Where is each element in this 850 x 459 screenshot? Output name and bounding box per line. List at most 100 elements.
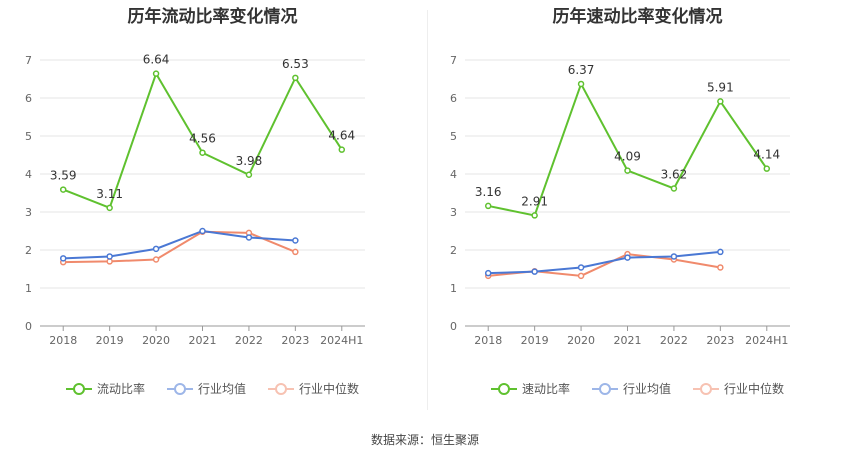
data-label: 6.37	[568, 63, 595, 77]
legend-label: 速动比率	[521, 382, 570, 396]
data-point	[152, 245, 160, 253]
data-label: 4.09	[614, 150, 641, 164]
data-label: 3.62	[661, 167, 688, 181]
x-tick-label: 2020	[142, 334, 170, 347]
y-tick-label: 4	[25, 168, 32, 181]
legend-item[interactable]: 流动比率	[65, 380, 145, 397]
x-tick-label: 2021	[189, 334, 217, 347]
x-tick-label: 2022	[235, 334, 263, 347]
series-line	[63, 230, 296, 264]
data-point	[484, 269, 492, 277]
data-label: 3.98	[236, 154, 263, 168]
data-point	[670, 185, 678, 192]
data-point	[717, 264, 724, 271]
data-point	[245, 234, 253, 241]
data-point	[245, 171, 253, 179]
data-label: 4.56	[189, 132, 216, 146]
data-label: 6.64	[143, 53, 170, 67]
legend-marker-icon	[166, 382, 193, 395]
y-tick-label: 7	[450, 54, 457, 67]
data-point	[292, 237, 299, 244]
data-point	[763, 165, 771, 172]
x-tick-label: 2023	[281, 334, 309, 347]
x-tick-label: 2021	[614, 334, 642, 347]
data-point	[577, 80, 585, 88]
series-line	[488, 250, 721, 275]
data-point	[199, 149, 206, 156]
panel-divider	[427, 10, 428, 410]
legend-label: 流动比率	[96, 382, 145, 396]
y-tick-label: 3	[25, 206, 32, 219]
y-tick-label: 4	[450, 168, 457, 181]
y-tick-label: 0	[25, 320, 32, 333]
data-point	[106, 204, 113, 212]
data-point	[59, 255, 67, 262]
y-tick-label: 1	[25, 282, 32, 295]
data-point	[717, 98, 724, 105]
y-tick-label: 3	[450, 206, 457, 219]
data-point	[292, 74, 299, 82]
chart-legend: 速动比率 行业均值 行业中位数	[425, 380, 850, 397]
legend-label: 行业中位数	[299, 382, 360, 396]
x-tick-label: 2024H1	[320, 334, 363, 347]
data-point	[152, 70, 160, 77]
data-point	[577, 264, 585, 271]
chart-legend: 流动比率 行业均值 行业中位数	[0, 380, 425, 397]
legend-label: 行业均值	[197, 382, 246, 396]
x-tick-label: 2020	[567, 334, 595, 347]
line-chart-current-ratio: 0 1 2 3 4 5 6 7 2018 2019 2020 2021 2022 2023 2024H1 3.…	[25, 53, 365, 347]
y-tick-label: 2	[450, 244, 457, 257]
x-tick-label: 2018	[474, 334, 502, 347]
legend-item[interactable]: 行业均值	[166, 380, 246, 397]
x-tick-label: 2019	[96, 334, 124, 347]
data-label: 6.53	[282, 57, 309, 71]
data-point	[484, 202, 492, 210]
data-label: 3.11	[96, 187, 123, 201]
x-tick-label: 2019	[521, 334, 549, 347]
legend-item[interactable]: 行业中位数	[268, 380, 359, 397]
legend-marker-icon	[693, 382, 719, 395]
y-tick-label: 5	[25, 130, 32, 143]
y-tick-label: 1	[450, 282, 457, 295]
legend-item[interactable]: 行业均值	[591, 380, 671, 397]
legend-item[interactable]: 速动比率	[490, 380, 570, 397]
data-point	[624, 167, 631, 174]
y-tick-label: 6	[25, 92, 32, 105]
chart-panel-quick-ratio: 历年速动比率变化情况 0 1 2 3 4 5 6 7 2018 2019 2020 2021 2022 2…	[425, 0, 850, 420]
y-tick-label: 5	[450, 130, 457, 143]
legend-marker-icon	[268, 382, 294, 395]
data-point	[531, 212, 538, 219]
data-point	[577, 272, 585, 280]
chart-title: 历年速动比率变化情况	[552, 7, 723, 27]
legend-marker-icon	[591, 382, 618, 395]
x-tick-label: 2023	[706, 334, 734, 347]
y-tick-label: 7	[25, 54, 32, 67]
data-point	[624, 254, 631, 261]
data-label: 4.64	[328, 129, 355, 143]
series-line	[63, 229, 296, 260]
data-point	[59, 186, 67, 193]
data-point	[199, 227, 206, 235]
line-chart-quick-ratio: 0 1 2 3 4 5 6 7 2018 2019 2020 2021 2022 2023 2024H1 3.…	[450, 54, 790, 347]
data-label: 5.91	[707, 80, 734, 94]
legend-item[interactable]: 行业中位数	[693, 380, 784, 397]
data-point	[106, 253, 113, 260]
chart-panel-current-ratio: 历年流动比率变化情况 0 1 2 3 4 5 6 7 2018 2019 2020 2021 2022 2…	[0, 0, 425, 420]
data-label: 4.14	[753, 148, 780, 162]
data-source-note: 数据来源：恒生聚源	[370, 433, 479, 447]
data-point	[531, 268, 538, 275]
y-tick-label: 6	[450, 92, 457, 105]
legend-marker-icon	[490, 382, 517, 395]
y-tick-label: 2	[25, 244, 32, 257]
chart-title: 历年流动比率变化情况	[127, 7, 298, 27]
legend-marker-icon	[65, 382, 92, 395]
data-point	[338, 146, 346, 153]
y-tick-label: 0	[450, 320, 457, 333]
data-point	[717, 248, 724, 256]
data-point	[292, 248, 299, 256]
data-point	[152, 256, 160, 263]
data-label: 3.59	[50, 169, 77, 183]
legend-label: 行业均值	[622, 382, 671, 396]
x-tick-label: 2024H1	[745, 334, 788, 347]
legend-label: 行业中位数	[724, 382, 785, 396]
